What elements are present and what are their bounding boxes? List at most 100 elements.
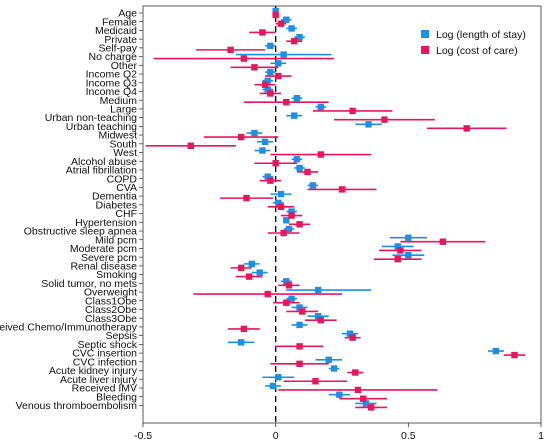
point-marker <box>309 182 317 189</box>
point-marker <box>367 404 375 411</box>
point-marker <box>381 116 388 123</box>
y-tick-label: Urban teaching <box>66 121 137 133</box>
point-marker <box>272 160 279 167</box>
y-tick-label: Dementia <box>92 191 137 203</box>
point-marker <box>314 286 322 294</box>
y-tick-label: Medicaid <box>95 25 137 37</box>
y-tick-label: Severe pcm <box>81 252 137 264</box>
y-tick-label: No charge <box>89 51 138 63</box>
y-tick-label: Urban non-teaching <box>45 112 137 124</box>
y-tick-label: Medium <box>100 95 138 107</box>
y-tick-label: CVA <box>116 182 137 194</box>
x-tick-label: -0.5 <box>134 430 152 442</box>
point-marker <box>237 133 245 141</box>
point-marker <box>248 260 255 268</box>
legend-swatch <box>421 46 429 54</box>
point-marker <box>264 173 271 180</box>
point-marker <box>405 251 412 259</box>
point-marker <box>365 121 372 128</box>
point-marker <box>299 308 306 315</box>
point-marker <box>354 386 362 394</box>
x-axis: -0.5 0 0.5 1 <box>134 423 544 442</box>
y-tick-label: Renal disease <box>70 260 137 272</box>
point-marker <box>293 95 301 102</box>
x-tick-label: 0.5 <box>401 430 416 442</box>
y-tick-label: Septic shock <box>77 339 137 351</box>
point-marker <box>296 164 303 172</box>
y-tick-label: Acute liver injury <box>60 374 138 386</box>
point-marker <box>317 317 324 324</box>
y-tick-label: Received Chemo/Immunotherapy <box>0 322 138 334</box>
point-marker <box>291 112 298 119</box>
point-marker <box>280 51 287 58</box>
point-marker <box>264 290 271 298</box>
y-tick-label: Smoking <box>96 269 137 281</box>
point-marker <box>267 90 274 97</box>
y-tick-label: Acute kidney injury <box>49 365 138 377</box>
point-marker <box>277 20 285 27</box>
x-tick-label: 0 <box>273 430 279 442</box>
y-tick-label: Hypertension <box>75 217 137 229</box>
point-marker <box>360 395 367 402</box>
y-tick-label: Atrial fibrillation <box>66 165 137 177</box>
y-tick-label: Income Q2 <box>86 69 138 81</box>
point-marker <box>288 25 295 32</box>
point-marker <box>338 186 346 193</box>
point-marker <box>325 356 332 363</box>
point-marker <box>259 29 266 36</box>
point-marker <box>492 347 500 355</box>
y-tick-label: Venous thromboembolism <box>16 400 138 412</box>
point-marker <box>280 229 287 237</box>
y-tick-label: Self-pay <box>98 42 137 54</box>
point-marker <box>240 55 248 62</box>
point-marker <box>251 129 258 137</box>
y-tick-label: Private <box>104 34 137 46</box>
x-tick-label: 1 <box>538 430 544 442</box>
plot-frame <box>142 5 542 424</box>
point-marker <box>296 321 303 329</box>
point-marker <box>352 369 359 376</box>
point-marker <box>285 282 293 289</box>
point-marker <box>269 382 277 390</box>
point-marker <box>264 77 271 84</box>
point-marker <box>285 225 293 233</box>
point-marker <box>259 147 266 154</box>
point-marker <box>256 269 263 276</box>
point-marker <box>275 60 282 67</box>
point-marker <box>237 264 245 272</box>
y-tick-label: Moderate pcm <box>70 243 137 255</box>
point-marker <box>288 295 295 302</box>
point-marker <box>317 151 324 158</box>
y-tick-label: Received IMV <box>72 383 137 395</box>
point-marker <box>245 273 253 280</box>
legend-label: Log (length of stay) <box>436 29 526 41</box>
y-tick-label: Overweight <box>84 287 137 299</box>
point-marker <box>349 107 356 115</box>
point-marker <box>336 391 343 398</box>
point-marker <box>283 99 290 106</box>
point-marker <box>275 374 282 381</box>
point-marker <box>362 400 370 407</box>
point-marker <box>283 299 290 306</box>
y-tick-label: Age <box>118 8 137 20</box>
point-marker <box>272 11 279 19</box>
y-tick-label: Solid tumor, no mets <box>41 278 137 290</box>
point-marker <box>312 378 319 385</box>
series-length-of-stay <box>227 7 504 407</box>
y-tick-label: CVC infection <box>73 356 137 368</box>
point-marker <box>296 343 303 350</box>
point-marker <box>251 64 258 71</box>
y-tick-label: Class2Obe <box>85 304 137 316</box>
legend-swatch <box>421 30 429 38</box>
point-marker <box>293 156 301 163</box>
point-marker <box>237 339 245 346</box>
point-marker <box>243 194 250 202</box>
y-tick-label: Obstructive sleep apnea <box>24 226 137 238</box>
y-tick-label: CHF <box>115 208 137 220</box>
point-marker <box>349 334 356 341</box>
y-tick-label: Female <box>102 16 137 28</box>
y-tick-label: COPD <box>107 173 138 185</box>
point-marker <box>394 243 401 250</box>
y-tick-label: Diabetes <box>96 199 137 211</box>
